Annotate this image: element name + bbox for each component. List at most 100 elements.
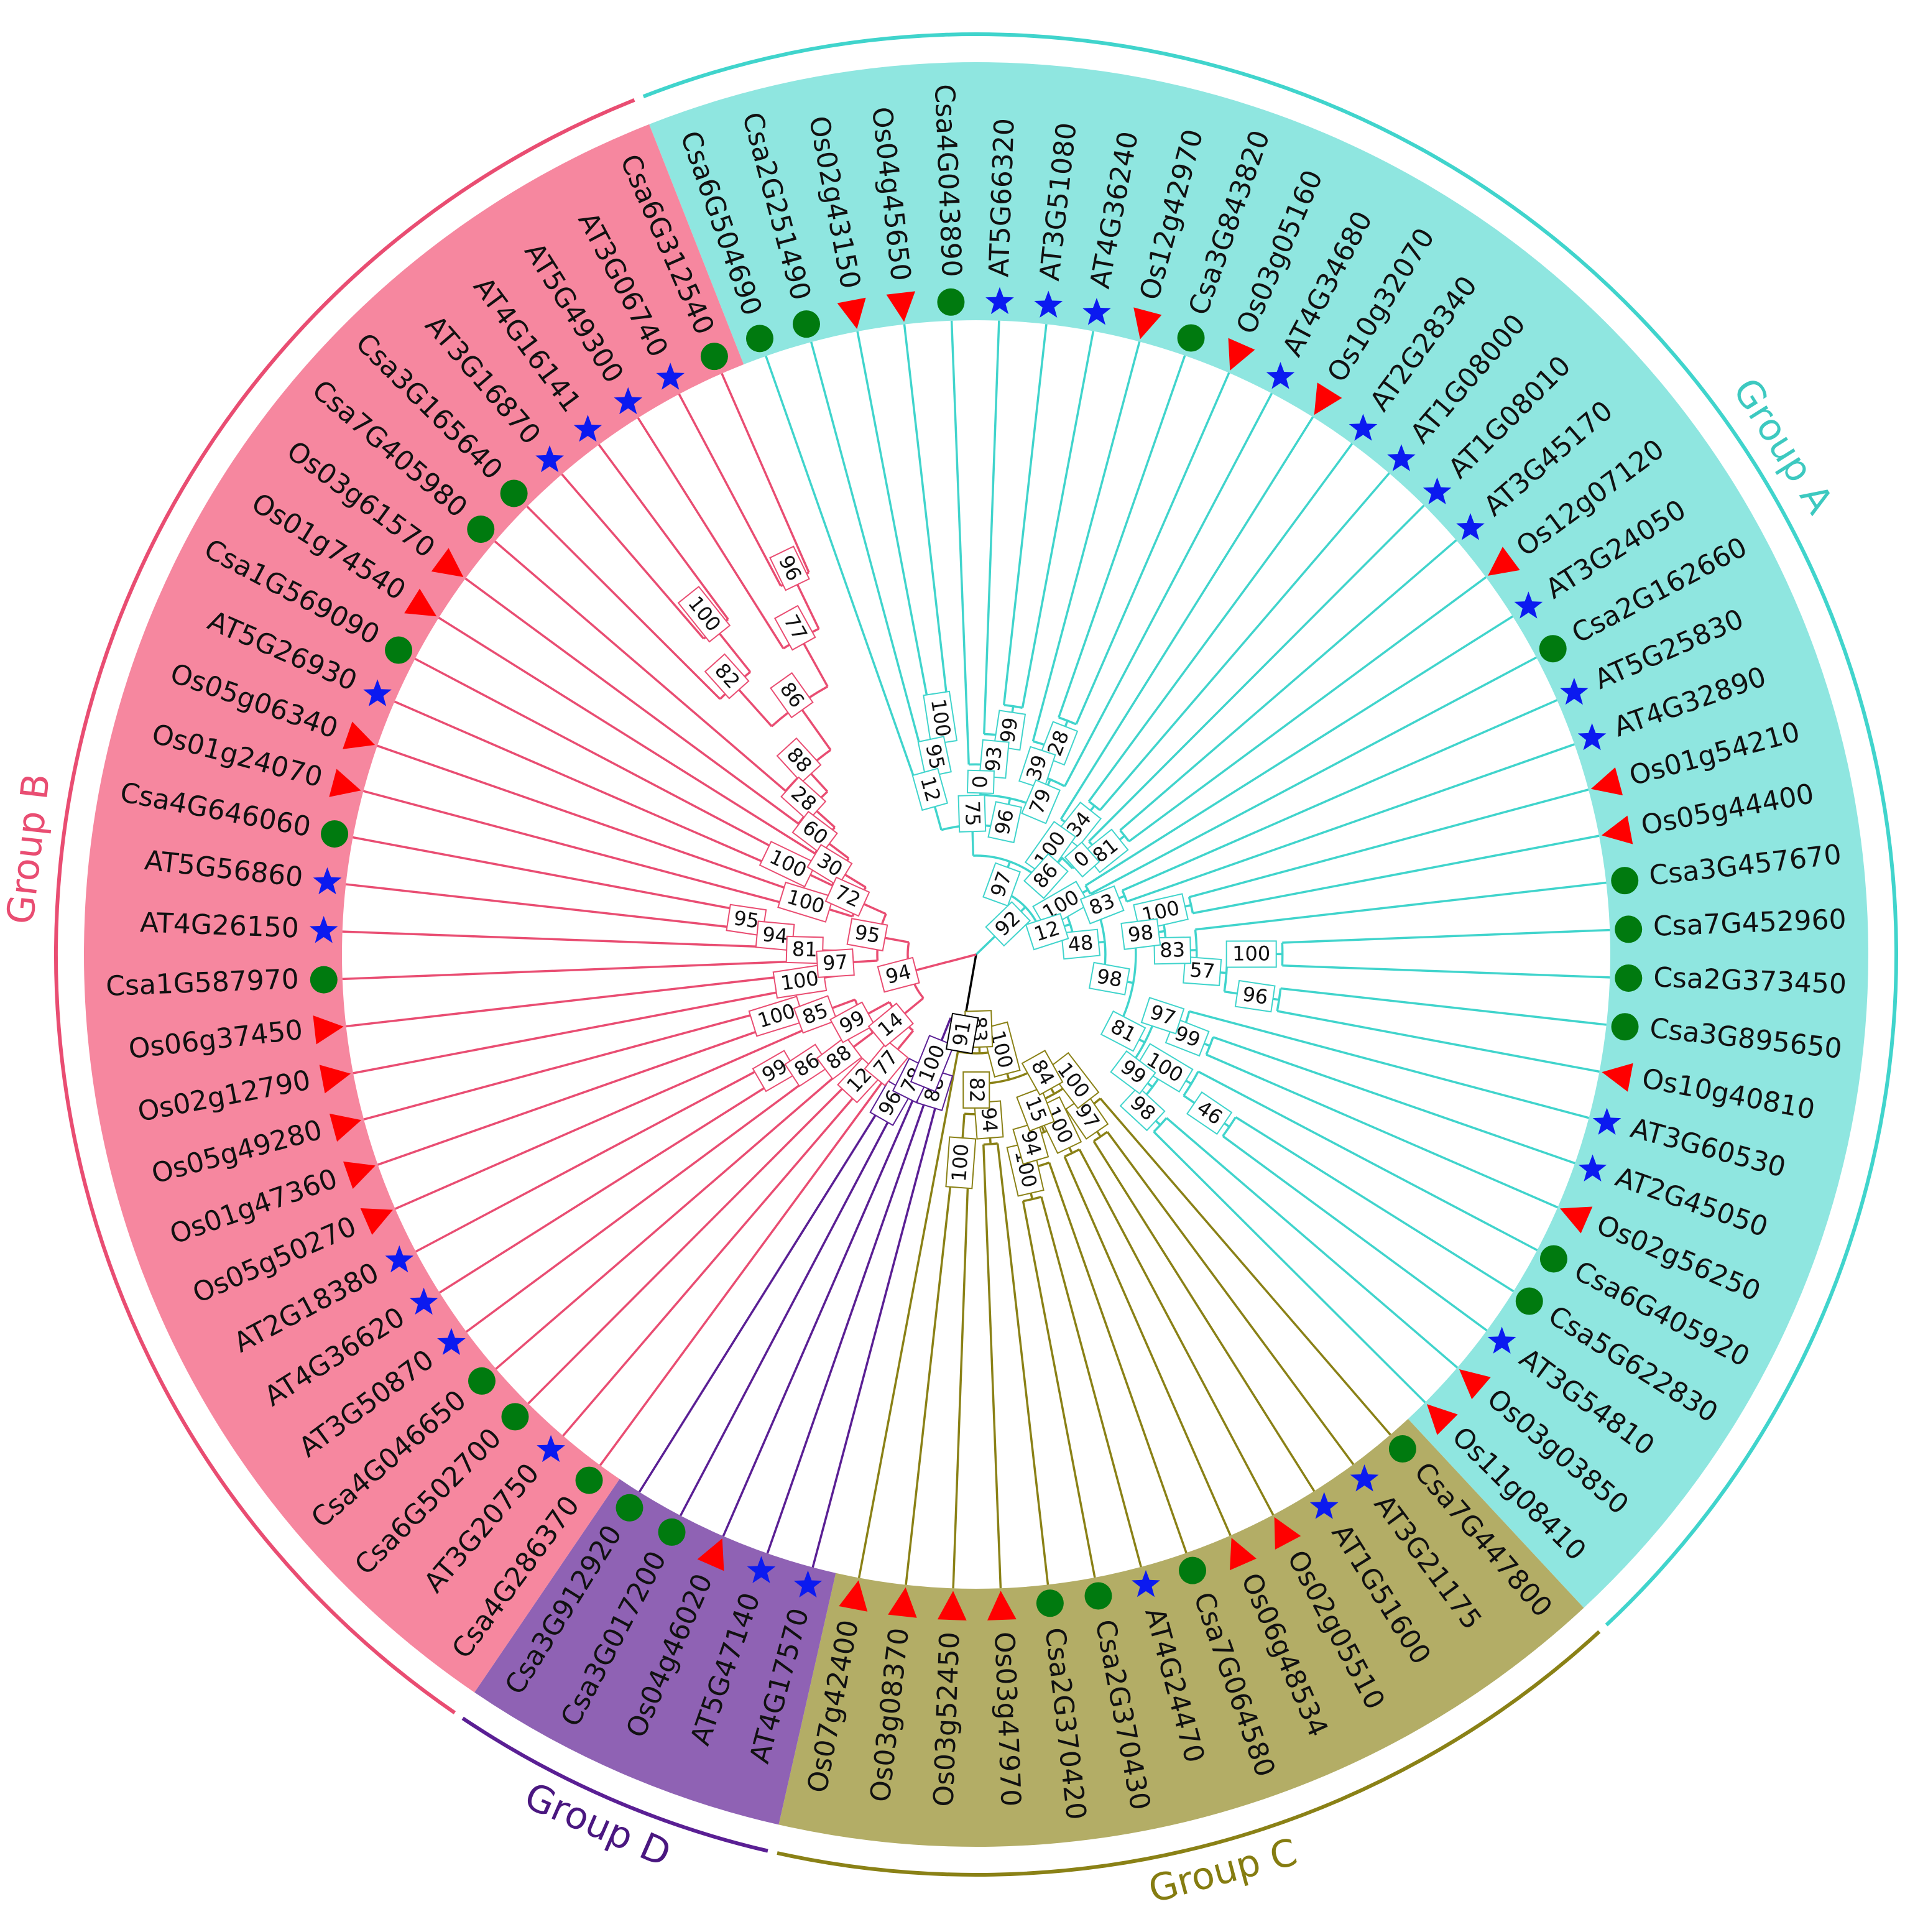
support-value: 82 [962,1071,990,1109]
species-marker-star [309,916,338,943]
branch-line [721,372,810,573]
support-box [966,769,995,794]
species-marker-star [1560,677,1589,705]
support-text: 98 [1127,920,1155,947]
support-value: 98 [1120,918,1161,950]
branch-line [466,1066,824,1333]
species-marker-circle [1515,1287,1543,1315]
support-box [864,1040,909,1087]
branch-line [1189,1010,1590,1119]
branch-line [362,790,823,915]
branch-line [561,473,705,640]
support-value: 94 [877,956,920,993]
species-marker-star [535,445,564,473]
species-marker-triangle [313,1015,344,1045]
species-marker-circle [616,1494,643,1522]
leaf-label: Csa2G373450 [1653,961,1847,1000]
tree-branches [342,320,1610,1589]
support-text: 93 [980,745,1007,772]
species-marker-circle [937,288,965,316]
species-marker-star [1578,1154,1607,1181]
support-value: 46 [1186,1091,1233,1135]
branch-line [1153,1130,1426,1403]
branch-line [810,341,928,772]
support-value: 98 [1088,961,1130,996]
group-arc-d [461,1716,768,1853]
support-box [1140,997,1185,1035]
support-text: 83 [1160,938,1185,962]
support-box [816,1035,862,1080]
support-box [1025,913,1069,951]
branch-line [494,540,786,792]
species-marker-star [313,867,342,895]
support-value: 100 [981,1021,1021,1078]
support-text: 48 [1067,931,1094,957]
species-marker-star [985,287,1014,315]
branch-arc [1064,1148,1080,1158]
support-value: 48 [1061,928,1101,960]
species-marker-triangle [839,1580,868,1612]
species-marker-circle [1539,1245,1567,1273]
support-text: 81 [791,937,818,961]
group-arc-c [777,1630,1601,1877]
branch-line [1063,1156,1232,1537]
support-text: 98 [1095,964,1124,992]
support-text: 91 [948,1019,976,1048]
species-marker-triangle [1602,1063,1633,1092]
support-box [769,545,810,591]
species-marker-circle [501,1403,529,1431]
species-markers [309,287,1643,1620]
branch-line [766,1076,935,1554]
branch-line [856,331,936,738]
branch-line [679,1095,903,1517]
leaf-label: AT4G26150 [139,907,299,944]
support-value: 60 [791,810,838,856]
species-marker-star [1034,290,1063,318]
branch-line [1222,1135,1488,1332]
species-marker-star [1349,414,1378,441]
support-value: 83 [1079,885,1125,925]
species-marker-circle [1615,915,1643,943]
support-box [777,881,834,923]
species-marker-star [1082,298,1111,325]
support-box [846,918,888,952]
branch-line [1276,1010,1600,1073]
support-value: 75 [957,794,987,833]
branch-line [1280,987,1607,1026]
species-marker-circle [321,820,349,848]
branch-line [1092,1140,1316,1492]
branch-line [793,578,820,629]
branch-line [1084,615,1513,887]
support-text: 94 [977,1106,1002,1133]
species-marker-star [1266,362,1295,389]
branch-line [1126,743,1575,903]
support-box [793,995,838,1034]
branch-line [1064,392,1273,787]
support-box [776,737,822,783]
branch-line [1206,1053,1559,1209]
support-box [1032,880,1091,930]
species-marker-circle [500,479,528,507]
support-text: 94 [762,922,789,948]
branch-line [1119,539,1457,831]
branch-line [527,1066,864,1405]
branch-line [377,744,826,904]
branch-line [734,684,773,728]
support-box [759,841,817,888]
branch-arc [1119,830,1130,843]
branch-line [1195,881,1607,931]
species-marker-star [1514,591,1543,619]
support-value: 86 [1023,853,1069,899]
support-value: 94 [755,920,795,951]
species-marker-star [1592,1107,1621,1135]
species-marker-circle [1036,1589,1064,1617]
species-marker-triangle [1560,1206,1593,1234]
support-box [816,948,855,978]
support-value: 12 [911,767,949,811]
species-marker-circle [468,1367,496,1395]
branch-line [982,1144,1002,1589]
branch-line [797,704,832,751]
branch-line [811,1079,944,1568]
support-box [1234,979,1276,1013]
branch-line [1282,964,1610,979]
